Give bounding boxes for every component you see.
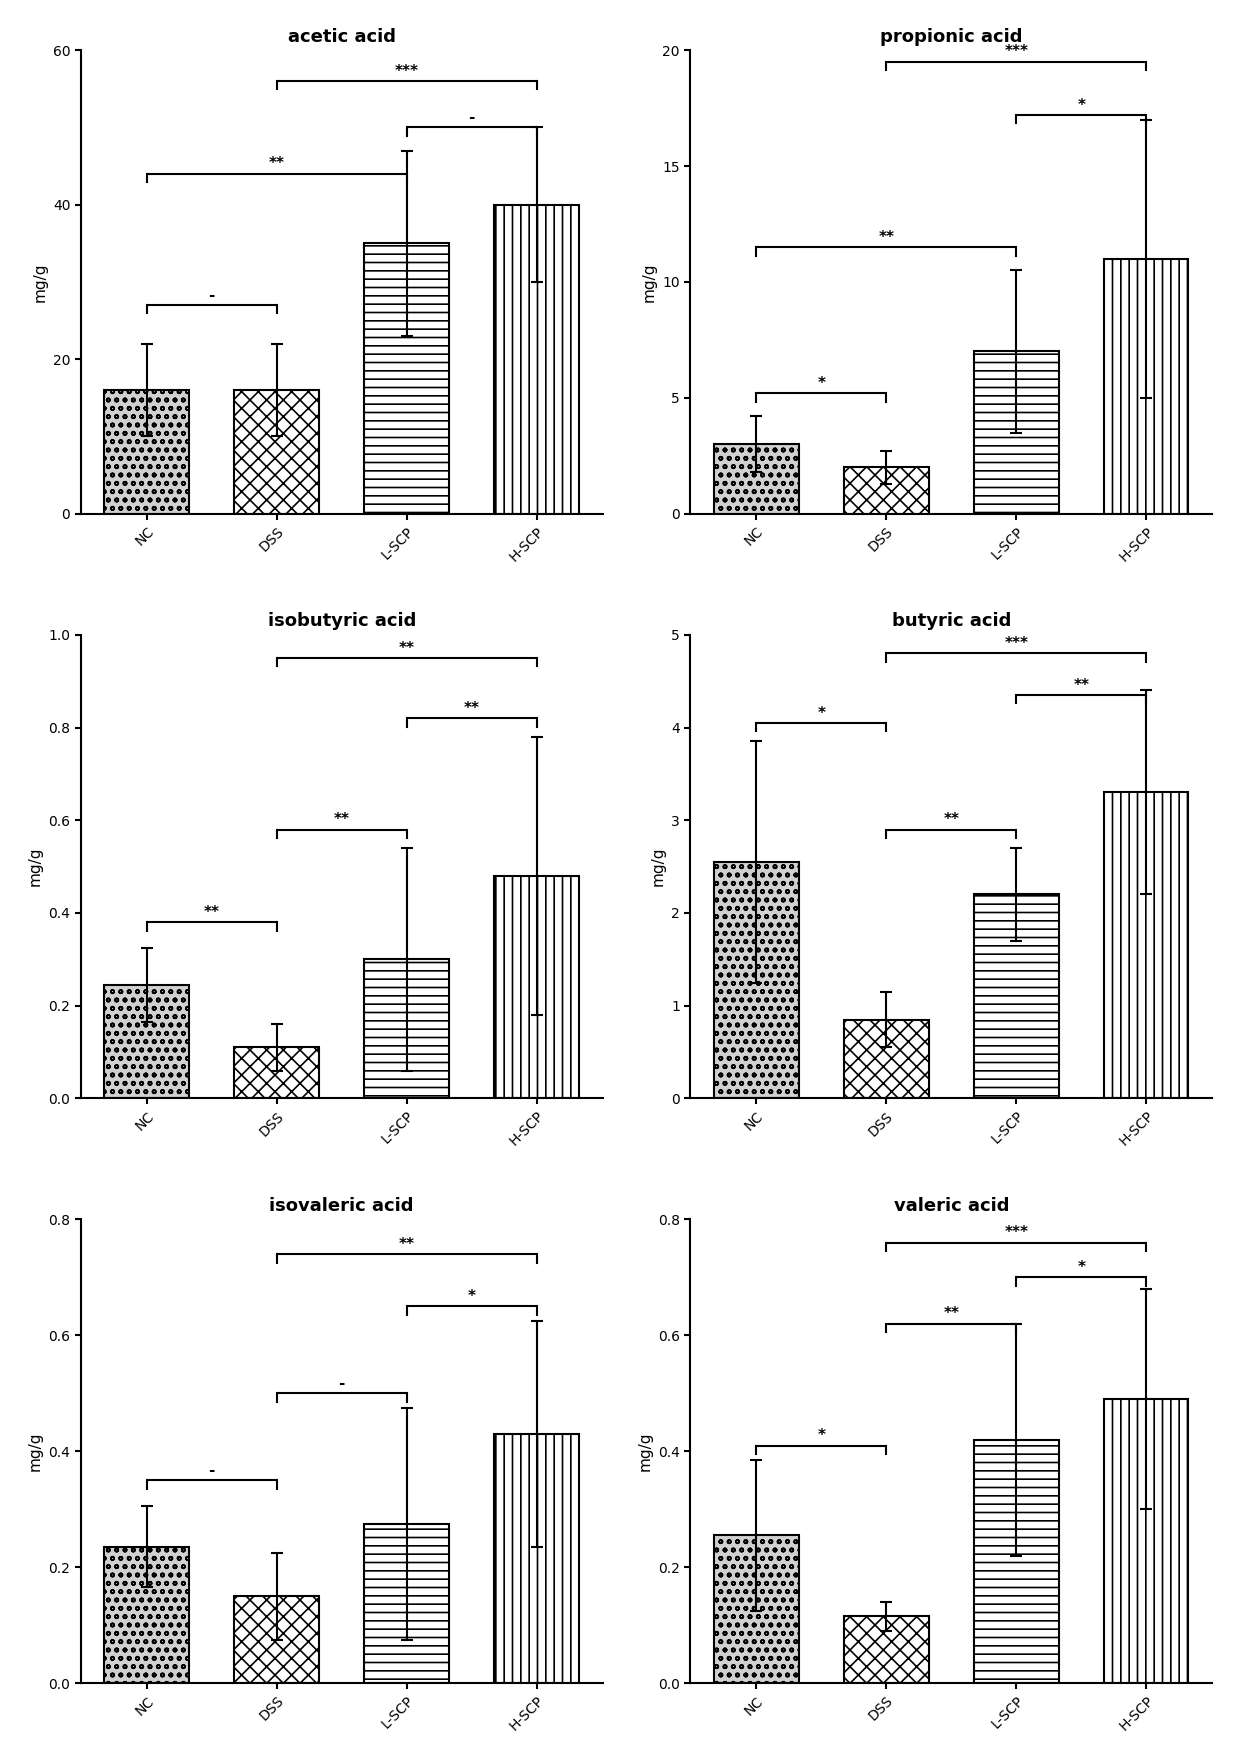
Y-axis label: mg/g: mg/g [32, 262, 47, 301]
Bar [495, 204, 579, 514]
Text: -: - [339, 1375, 345, 1391]
Bar [234, 1048, 319, 1099]
Bar [844, 467, 929, 514]
Text: ***: *** [1004, 44, 1028, 60]
Title: valeric acid: valeric acid [894, 1197, 1009, 1215]
Text: **: ** [1074, 678, 1089, 692]
Text: **: ** [944, 1307, 960, 1321]
Text: **: ** [399, 641, 414, 655]
Text: *: * [817, 375, 826, 391]
Bar [104, 1546, 188, 1684]
Bar [365, 243, 449, 514]
Text: ***: *** [1004, 636, 1028, 652]
Bar [1104, 1400, 1188, 1684]
Text: -: - [208, 1463, 215, 1477]
Text: *: * [1078, 97, 1085, 113]
Y-axis label: mg/g: mg/g [651, 847, 666, 886]
Bar [844, 1617, 929, 1684]
Text: **: ** [878, 231, 894, 245]
Y-axis label: mg/g: mg/g [27, 1432, 42, 1470]
Text: **: ** [464, 701, 480, 717]
Text: **: ** [203, 905, 219, 919]
Bar [975, 1440, 1059, 1684]
Y-axis label: mg/g: mg/g [637, 1432, 652, 1470]
Y-axis label: mg/g: mg/g [27, 847, 42, 886]
Bar [234, 391, 319, 514]
Bar [1104, 792, 1188, 1099]
Text: -: - [208, 287, 215, 303]
Bar [104, 391, 188, 514]
Bar [234, 1595, 319, 1684]
Text: **: ** [944, 812, 960, 828]
Bar [495, 1433, 579, 1684]
Bar [714, 444, 799, 514]
Title: isobutyric acid: isobutyric acid [268, 613, 415, 630]
Bar [365, 960, 449, 1099]
Text: **: ** [334, 812, 350, 828]
Text: *: * [817, 706, 826, 720]
Text: **: ** [269, 157, 285, 171]
Title: propionic acid: propionic acid [880, 28, 1023, 46]
Text: *: * [817, 1428, 826, 1444]
Bar [844, 1020, 929, 1099]
Text: ***: *** [1004, 1226, 1028, 1240]
Text: ***: *** [394, 63, 419, 79]
Text: **: ** [399, 1236, 414, 1252]
Bar [104, 984, 188, 1099]
Title: butyric acid: butyric acid [892, 613, 1011, 630]
Title: acetic acid: acetic acid [288, 28, 396, 46]
Bar [975, 895, 1059, 1099]
Bar [1104, 259, 1188, 514]
Title: isovaleric acid: isovaleric acid [269, 1197, 414, 1215]
Bar [495, 875, 579, 1099]
Text: -: - [469, 111, 475, 125]
Bar [714, 1536, 799, 1684]
Bar [975, 352, 1059, 514]
Text: *: * [467, 1289, 476, 1305]
Bar [714, 861, 799, 1099]
Text: *: * [1078, 1261, 1085, 1275]
Y-axis label: mg/g: mg/g [642, 262, 657, 301]
Bar [365, 1523, 449, 1684]
